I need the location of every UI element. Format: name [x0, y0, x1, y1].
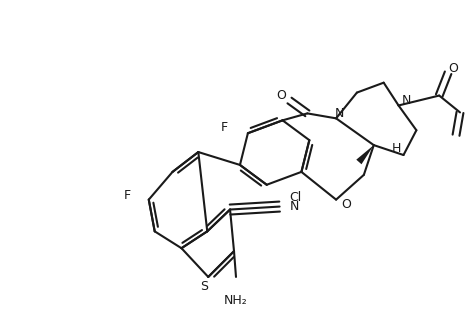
Text: NH₂: NH₂ — [224, 294, 248, 307]
Polygon shape — [356, 145, 374, 164]
Text: O: O — [341, 198, 351, 211]
Text: N: N — [334, 107, 344, 120]
Text: F: F — [124, 189, 131, 202]
Text: O: O — [277, 89, 287, 102]
Text: O: O — [448, 62, 458, 75]
Text: S: S — [200, 280, 208, 293]
Text: N: N — [290, 200, 299, 213]
Text: F: F — [220, 121, 227, 134]
Text: Cl: Cl — [290, 191, 302, 204]
Text: N: N — [402, 94, 411, 107]
Text: H: H — [392, 142, 401, 155]
